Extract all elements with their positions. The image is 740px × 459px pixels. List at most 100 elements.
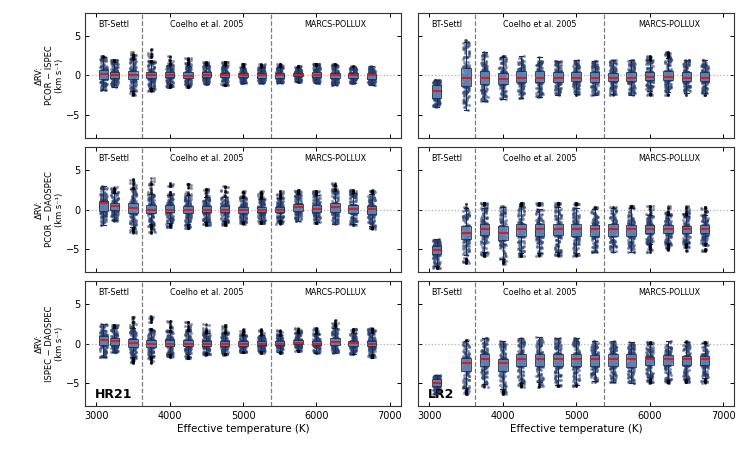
- Point: [701, 348, 713, 356]
- Point: [309, 71, 320, 78]
- Point: [494, 229, 505, 236]
- Point: [235, 341, 247, 348]
- Point: [271, 70, 283, 78]
- Point: [164, 341, 176, 348]
- Point: [307, 206, 319, 213]
- Point: [535, 61, 547, 68]
- Point: [366, 340, 378, 347]
- Point: [366, 64, 377, 72]
- Point: [107, 73, 118, 81]
- Point: [531, 224, 543, 231]
- Point: [236, 219, 248, 226]
- Point: [700, 77, 712, 84]
- Point: [641, 228, 653, 235]
- Point: [235, 78, 247, 85]
- Point: [295, 206, 307, 213]
- Point: [258, 341, 269, 349]
- Point: [130, 73, 141, 81]
- Point: [329, 340, 340, 347]
- Point: [179, 206, 191, 213]
- Point: [622, 354, 634, 362]
- Point: [147, 194, 159, 201]
- Point: [274, 78, 286, 86]
- Point: [107, 72, 119, 79]
- Point: [148, 82, 160, 89]
- Point: [646, 357, 658, 364]
- Point: [145, 73, 157, 80]
- Point: [161, 73, 173, 80]
- Point: [428, 251, 440, 258]
- Point: [201, 340, 212, 347]
- Point: [164, 209, 175, 216]
- Point: [462, 75, 474, 83]
- Point: [98, 80, 110, 87]
- Point: [534, 353, 546, 360]
- Point: [625, 225, 636, 232]
- Point: [642, 366, 653, 373]
- Point: [110, 331, 122, 338]
- Point: [552, 60, 564, 67]
- Point: [554, 89, 566, 96]
- Point: [108, 332, 120, 339]
- Point: [185, 209, 197, 216]
- Point: [551, 351, 562, 358]
- Point: [591, 224, 603, 231]
- Point: [312, 78, 324, 85]
- Point: [498, 381, 510, 389]
- Point: [429, 377, 441, 385]
- Point: [237, 215, 249, 223]
- Point: [516, 93, 528, 101]
- Point: [610, 242, 622, 249]
- Point: [476, 75, 488, 82]
- Point: [495, 90, 507, 97]
- Point: [273, 72, 285, 79]
- Point: [515, 230, 527, 237]
- Point: [679, 85, 691, 93]
- Point: [517, 89, 528, 96]
- Point: [496, 92, 508, 100]
- Point: [645, 56, 656, 63]
- Point: [494, 232, 506, 240]
- Point: [128, 73, 140, 80]
- Point: [179, 208, 191, 215]
- Point: [551, 59, 563, 66]
- Point: [310, 69, 322, 76]
- Point: [126, 208, 138, 215]
- Point: [275, 217, 286, 224]
- Point: [458, 362, 470, 369]
- Point: [254, 199, 266, 206]
- Point: [344, 186, 356, 194]
- Point: [626, 86, 638, 94]
- Point: [95, 336, 107, 343]
- Point: [329, 61, 341, 68]
- Point: [100, 337, 112, 345]
- Point: [679, 68, 690, 75]
- Point: [328, 325, 340, 333]
- Point: [534, 71, 545, 78]
- Point: [181, 207, 192, 214]
- Point: [349, 218, 360, 226]
- Point: [700, 227, 712, 234]
- Point: [499, 364, 511, 372]
- Point: [345, 74, 357, 82]
- Point: [274, 348, 286, 356]
- Point: [696, 351, 707, 358]
- Point: [476, 52, 488, 59]
- Point: [309, 202, 320, 209]
- Point: [219, 340, 231, 347]
- Point: [432, 383, 444, 391]
- Point: [311, 333, 323, 341]
- Point: [626, 349, 638, 357]
- Point: [605, 363, 616, 370]
- Point: [219, 64, 231, 72]
- Point: [235, 346, 246, 353]
- Point: [254, 75, 266, 83]
- Point: [462, 225, 474, 233]
- Point: [164, 207, 175, 215]
- Point: [199, 340, 211, 347]
- Point: [109, 193, 121, 201]
- Point: [290, 217, 302, 224]
- Point: [532, 230, 544, 238]
- Point: [533, 73, 545, 81]
- Point: [368, 75, 380, 83]
